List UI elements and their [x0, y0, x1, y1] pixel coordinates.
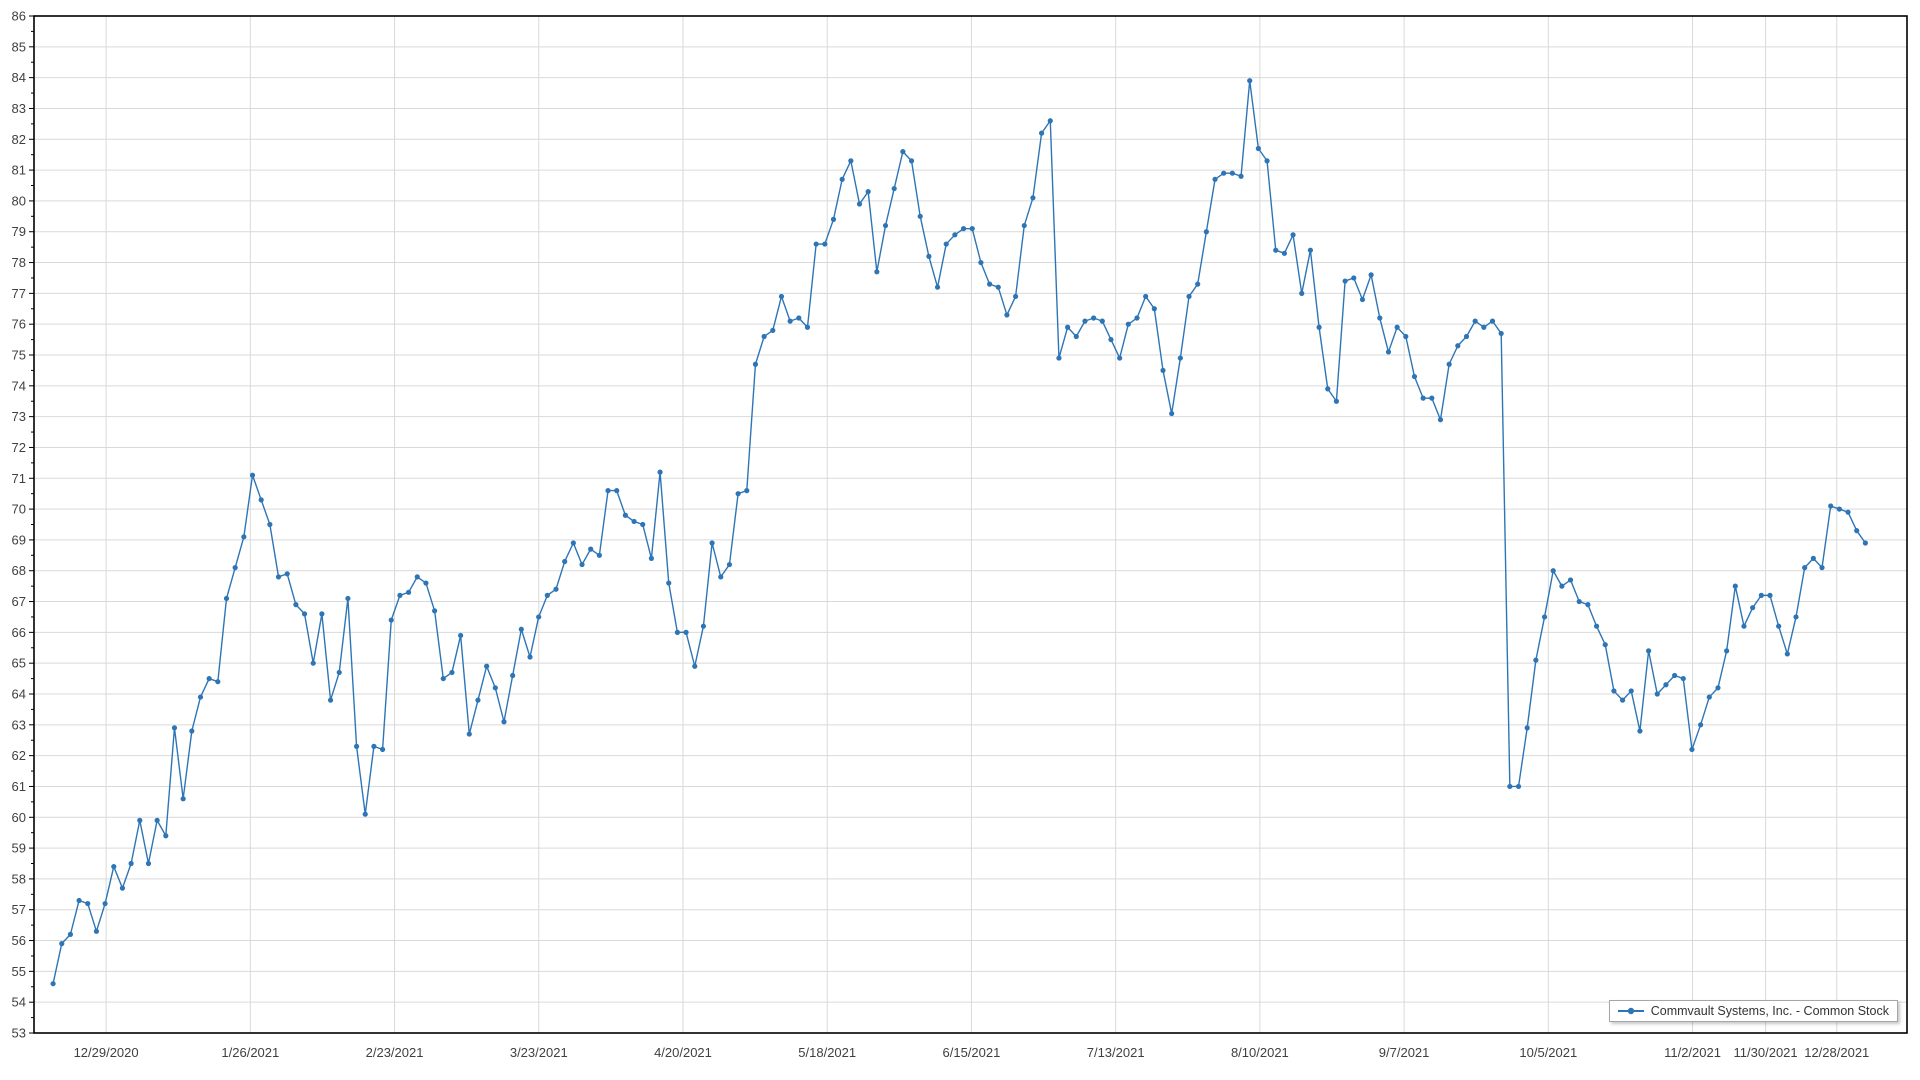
svg-text:55: 55	[12, 964, 26, 979]
legend-entry-label: Commvault Systems, Inc. - Common Stock	[1650, 1004, 1889, 1018]
svg-text:78: 78	[12, 255, 26, 270]
svg-text:80: 80	[12, 193, 26, 208]
svg-text:83: 83	[12, 101, 26, 116]
svg-text:9/7/2021: 9/7/2021	[1379, 1045, 1430, 1060]
svg-text:11/2/2021: 11/2/2021	[1664, 1045, 1721, 1060]
svg-text:12/29/2020: 12/29/2020	[74, 1045, 139, 1060]
svg-text:1/26/2021: 1/26/2021	[221, 1045, 279, 1060]
svg-text:3/23/2021: 3/23/2021	[510, 1045, 568, 1060]
svg-text:61: 61	[12, 779, 26, 794]
y-axis-ticks: 86 85 84 83 82 81 80 79 78 77 76 75 74 73 72 71 70 69 68 67…	[12, 9, 34, 1041]
svg-text:7/13/2021: 7/13/2021	[1087, 1045, 1145, 1060]
svg-text:60: 60	[12, 810, 26, 825]
svg-text:6/15/2021: 6/15/2021	[943, 1045, 1001, 1060]
svg-text:76: 76	[12, 317, 26, 332]
svg-text:81: 81	[12, 163, 26, 178]
svg-text:69: 69	[12, 532, 26, 547]
gridlines	[34, 16, 1907, 1034]
svg-text:70: 70	[12, 502, 26, 517]
svg-text:66: 66	[12, 625, 26, 640]
svg-text:73: 73	[12, 409, 26, 424]
svg-text:77: 77	[12, 286, 26, 301]
svg-text:82: 82	[12, 132, 26, 147]
svg-text:62: 62	[12, 748, 26, 763]
svg-text:63: 63	[12, 717, 26, 732]
svg-text:85: 85	[12, 39, 26, 54]
svg-text:72: 72	[12, 440, 26, 455]
svg-text:4/20/2021: 4/20/2021	[654, 1045, 712, 1060]
legend-line-marker-icon	[1617, 1007, 1644, 1015]
svg-text:58: 58	[12, 871, 26, 886]
svg-text:84: 84	[12, 70, 26, 85]
svg-text:75: 75	[12, 348, 26, 363]
chart-legend[interactable]: Commvault Systems, Inc. - Common Stock	[1608, 1000, 1898, 1022]
svg-text:12/28/2021: 12/28/2021	[1804, 1045, 1869, 1060]
svg-text:65: 65	[12, 656, 26, 671]
svg-text:11/30/2021: 11/30/2021	[1734, 1045, 1798, 1060]
svg-text:2/23/2021: 2/23/2021	[366, 1045, 424, 1060]
svg-text:5/18/2021: 5/18/2021	[798, 1045, 856, 1060]
svg-text:59: 59	[12, 841, 26, 856]
svg-text:68: 68	[12, 563, 26, 578]
svg-text:56: 56	[12, 933, 26, 948]
svg-text:64: 64	[12, 687, 26, 702]
svg-text:54: 54	[12, 995, 26, 1010]
svg-text:79: 79	[12, 224, 26, 239]
svg-text:86: 86	[12, 9, 26, 24]
svg-text:74: 74	[12, 378, 26, 393]
svg-text:57: 57	[12, 902, 26, 917]
svg-text:8/10/2021: 8/10/2021	[1231, 1045, 1289, 1060]
price-series-commvault	[50, 78, 1868, 987]
svg-text:10/5/2021: 10/5/2021	[1519, 1045, 1577, 1060]
svg-text:67: 67	[12, 594, 26, 609]
x-axis-ticks: 12/29/2020 1/26/2021 2/23/2021 3/23/2021 4/2…	[74, 1045, 1870, 1060]
axis-lines	[33, 15, 1908, 1034]
svg-text:53: 53	[12, 1026, 26, 1041]
svg-text:71: 71	[12, 471, 26, 486]
